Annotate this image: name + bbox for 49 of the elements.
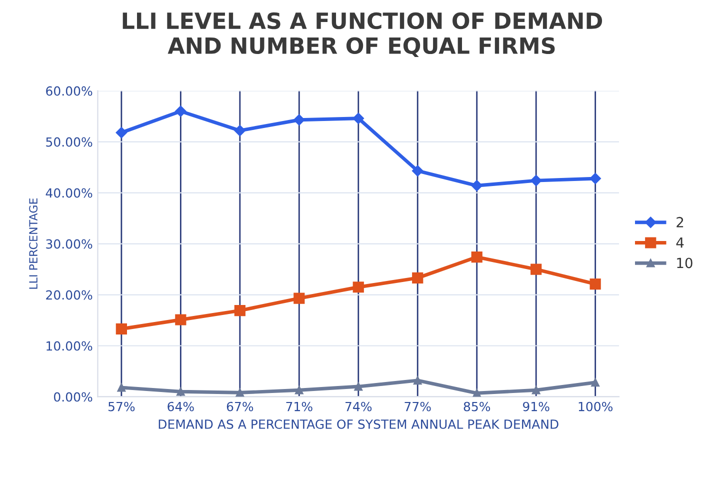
y-tick-label: 50.00% (46, 137, 92, 147)
x-tick-label: 67% (226, 402, 254, 412)
point (354, 382, 363, 391)
point (234, 305, 246, 316)
point (412, 272, 424, 284)
point (294, 292, 305, 304)
point (472, 389, 482, 397)
x-tick-label: 64% (168, 402, 194, 412)
x-tick-label: 74% (346, 402, 372, 412)
point (413, 376, 422, 385)
point (176, 387, 185, 396)
point (590, 172, 601, 184)
y-tick-label: 0.00% (54, 392, 92, 402)
point (530, 174, 542, 186)
x-tick-label: 85% (464, 402, 490, 412)
x-tick-label: 57% (108, 402, 135, 412)
x-tick-label: 100% (578, 402, 613, 412)
point (412, 165, 424, 176)
x-axis-title: DEMAND AS A PERCENTAGE OF SYSTEM ANNUAL PEAK DEMAND (158, 419, 558, 429)
point (471, 180, 482, 192)
point (294, 114, 305, 126)
point (590, 278, 601, 290)
point (116, 323, 127, 334)
point (352, 282, 364, 293)
legend-label: 10 (677, 258, 692, 268)
y-tick-label: 40.00% (46, 188, 92, 198)
point (234, 124, 246, 136)
chart-title: LLI LEVEL AS A FUNCTION OF DEMAND AND NUMBER OF EQUAL FIRMS (122, 12, 602, 57)
y-axis-title: LLI PERCENTAGE (29, 198, 38, 289)
x-tick-label: 71% (286, 402, 312, 412)
point (294, 386, 304, 394)
y-tick-label: 30.00% (46, 239, 92, 249)
point (236, 388, 244, 397)
x-tick-label: 77% (404, 402, 431, 412)
legend-label: 2 (676, 216, 684, 228)
point (175, 314, 186, 326)
x-tick-label: 91% (522, 402, 550, 412)
point (352, 112, 364, 124)
legend-label: 4 (676, 237, 684, 248)
point (532, 386, 540, 394)
point (116, 127, 128, 138)
y-tick-label: 60.00% (46, 86, 92, 96)
y-tick-label: 20.00% (46, 290, 92, 300)
y-tick-label: 10.00% (46, 341, 92, 351)
point (471, 251, 482, 263)
point (530, 264, 542, 275)
point (175, 106, 186, 117)
point (591, 378, 600, 387)
point (117, 383, 126, 392)
